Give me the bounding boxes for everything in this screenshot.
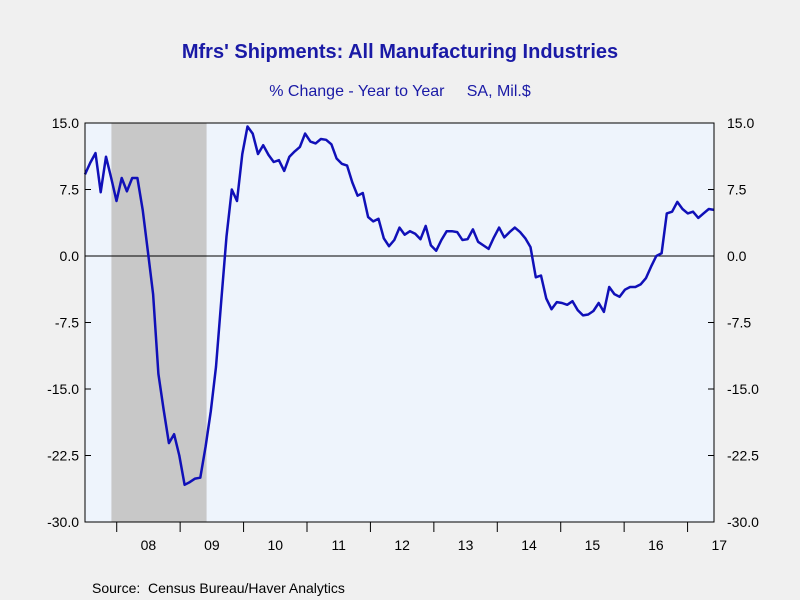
right-tick-label: -30.0 xyxy=(727,514,759,530)
left-tick-label: 15.0 xyxy=(52,115,79,131)
x-tick-label: 15 xyxy=(585,537,601,553)
right-tick-label: -7.5 xyxy=(727,315,751,331)
x-tick-label: 10 xyxy=(267,537,283,553)
right-tick-label: 15.0 xyxy=(727,115,754,131)
x-tick-label: 14 xyxy=(521,537,537,553)
right-axis: 15.0 7.5 0.0 -7.5 -15.0 -22.5 -30.0 xyxy=(708,115,759,530)
left-tick-label: 7.5 xyxy=(60,182,80,198)
left-tick-label: -7.5 xyxy=(55,315,79,331)
chart-title: Mfrs' Shipments: All Manufacturing Indus… xyxy=(182,41,618,63)
chart-subtitle: % Change - Year to Year SA, Mil.$ xyxy=(269,83,531,100)
right-tick-label: 0.0 xyxy=(727,248,747,264)
left-tick-label: -30.0 xyxy=(47,514,79,530)
series-line xyxy=(83,125,715,487)
x-tick-label: 08 xyxy=(141,537,157,553)
left-tick-label: 0.0 xyxy=(60,248,80,264)
right-tick-label: -15.0 xyxy=(727,381,759,397)
x-tick-label: 12 xyxy=(394,537,410,553)
x-tick-label: 13 xyxy=(458,537,474,553)
right-tick-label: -22.5 xyxy=(727,448,759,464)
recession-shading xyxy=(111,123,207,522)
left-tick-label: -15.0 xyxy=(47,381,79,397)
source-note: Source: Census Bureau/Haver Analytics xyxy=(92,580,345,596)
x-axis: 08 09 10 11 12 13 14 15 16 17 xyxy=(116,522,727,553)
left-axis: 15.0 7.5 0.0 -7.5 -15.0 -22.5 -30.0 xyxy=(47,115,91,530)
right-tick-label: 7.5 xyxy=(727,182,747,198)
x-tick-label: 16 xyxy=(648,537,664,553)
x-tick-label: 11 xyxy=(331,537,346,553)
x-tick-label: 09 xyxy=(204,537,220,553)
left-tick-label: -22.5 xyxy=(47,448,79,464)
x-tick-label: 17 xyxy=(711,537,727,553)
